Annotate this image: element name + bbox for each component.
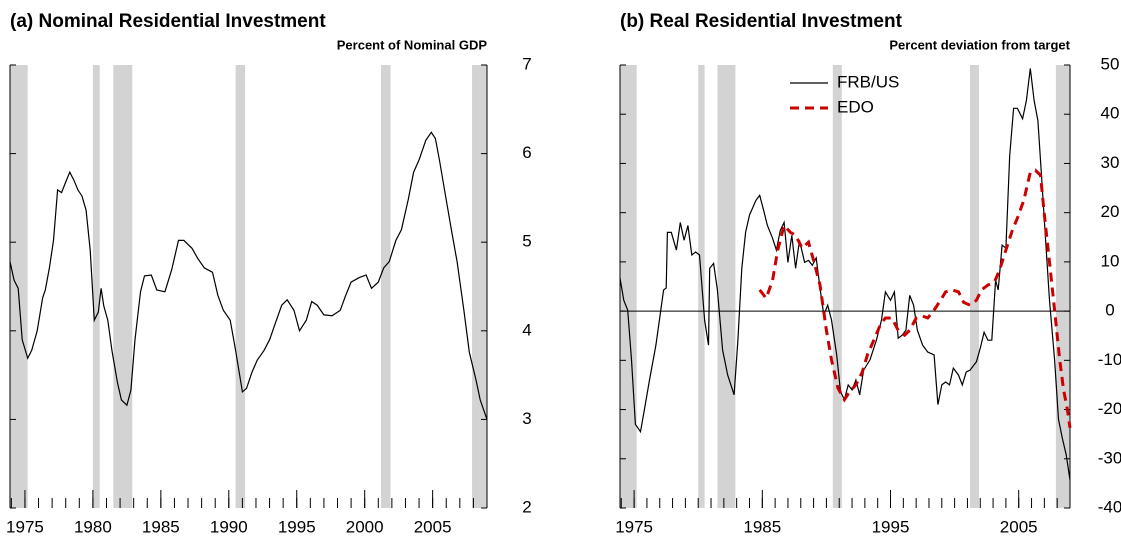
y-tick-label: 4 [522,320,531,339]
y-tick-label: 7 [522,54,531,73]
y-tick-label: 20 [1101,202,1120,221]
series-line [758,168,1072,429]
y-tick-label: -20 [1098,399,1121,418]
x-tick-label: 1985 [743,517,781,536]
recession-band [717,65,736,508]
y-tick-label: 6 [522,143,531,162]
y-tick-label: 50 [1101,54,1120,73]
legend-label: EDO [837,97,874,116]
x-tick-label: 2000 [346,517,384,536]
recession-band [235,65,246,508]
x-tick-label: 1975 [6,517,44,536]
x-tick-label: 1975 [615,517,653,536]
x-tick-label: 2005 [1000,517,1038,536]
chart-title: (a) Nominal Residential Investment [10,11,326,32]
y-axis-label: Percent deviation from target [889,37,1070,52]
y-tick-label: 40 [1101,104,1120,123]
recession-band [832,65,842,508]
y-tick-label: -30 [1098,448,1121,467]
y-tick-label: -40 [1098,497,1121,516]
x-tick-label: 1980 [74,517,112,536]
x-tick-label: 2005 [414,517,452,536]
series-line [9,131,488,420]
recession-band [92,65,100,508]
y-axis-label: Percent of Nominal GDP [337,37,488,52]
y-tick-label: 3 [522,409,531,428]
x-tick-label: 1985 [142,517,180,536]
legend-label: FRB/US [837,72,899,91]
x-tick-label: 1995 [872,517,910,536]
series-line [619,68,1071,480]
y-tick-label: 10 [1101,251,1120,270]
y-tick-label: -10 [1098,350,1121,369]
chart-title: (b) Real Residential Investment [620,11,903,32]
recession-band [113,65,133,508]
recession-band [970,65,979,508]
x-tick-label: 1995 [278,517,316,536]
y-tick-label: 0 [1105,301,1114,320]
recession-band [472,65,487,508]
y-tick-label: 5 [522,232,531,251]
recession-band [381,65,391,508]
x-tick-label: 1990 [210,517,248,536]
y-tick-label: 2 [522,497,531,516]
recession-band [10,65,28,508]
recession-band [620,65,637,508]
y-tick-label: 30 [1101,153,1120,172]
